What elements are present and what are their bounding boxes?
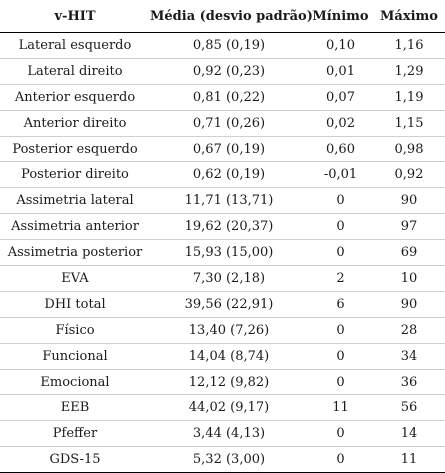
- mean-sd-cell: 0,92 (0,23): [150, 57, 308, 85]
- table-row: Físico 13,40 (7,26) 0 28: [0, 316, 445, 344]
- table-row: Assimetria lateral 11,71 (13,71) 0 90: [0, 187, 445, 214]
- minimum-cell: -0,01: [308, 161, 373, 188]
- row-label: Assimetria lateral: [0, 187, 150, 214]
- row-label: Posterior esquerdo: [0, 135, 150, 162]
- maximum-cell: 1,29: [373, 57, 445, 85]
- row-label: Assimetria posterior: [0, 239, 150, 266]
- maximum-cell: 0,92: [373, 161, 445, 188]
- minimum-cell: 0: [308, 239, 373, 266]
- row-label: DHI total: [0, 290, 150, 318]
- row-label: EEB: [0, 394, 150, 421]
- maximum-cell: 56: [373, 394, 445, 421]
- table-row: GDS-15 5,32 (3,00) 0 11: [0, 446, 445, 473]
- header-vhit: v-HIT: [0, 0, 150, 33]
- table-row: Posterior direito 0,62 (0,19) -0,01 0,92: [0, 161, 445, 188]
- minimum-cell: 0,07: [308, 83, 373, 111]
- mean-sd-cell: 0,85 (0,19): [192, 37, 266, 53]
- mean-sd-cell: 3,44 (4,13): [150, 420, 308, 447]
- maximum-cell: 90: [373, 187, 445, 214]
- table-row: Pfeffer 3,44 (4,13) 0 14: [0, 420, 445, 447]
- maximum-cell: 36: [373, 368, 445, 395]
- mean-sd-cell: 15,93 (15,00): [150, 239, 308, 266]
- maximum-cell: 90: [373, 290, 445, 318]
- maximum-cell: 1,15: [373, 109, 445, 137]
- table-row: Assimetria anterior 19,62 (20,37) 0 97: [0, 213, 445, 240]
- mean-sd-cell: 0,71 (0,26): [150, 109, 308, 137]
- table-row: Posterior esquerdo 0,67 (0,19) 0,60 0,98: [0, 135, 445, 162]
- mean-sd-cell: 39,56 (22,91): [150, 290, 308, 318]
- row-label: Anterior esquerdo: [0, 83, 150, 111]
- table-row: Emocional 12,12 (9,82) 0 36: [0, 368, 445, 395]
- mean-sd-cell: 0,67 (0,19): [150, 135, 308, 162]
- table-row: Assimetria posterior 15,93 (15,00) 0 69: [0, 239, 445, 266]
- table-row: EVA 7,30 (2,18) 2 10: [0, 265, 445, 292]
- table-row: EEB 44,02 (9,17) 11 56: [0, 394, 445, 421]
- minimum-cell: 6: [308, 290, 373, 318]
- row-label: Físico: [0, 316, 150, 344]
- maximum-cell: 10: [373, 265, 445, 292]
- mean-sd-cell: 0,62 (0,19): [150, 161, 308, 188]
- mean-sd-cell: 0,81 (0,22): [150, 83, 308, 111]
- maximum-cell: 28: [373, 316, 445, 344]
- maximum-cell: 34: [373, 342, 445, 370]
- table-body: Lateral esquerdo 0,85 (0,19) 0,10 1,16 Later…: [0, 33, 445, 473]
- table-row: Anterior direito 0,71 (0,26) 0,02 1,15: [0, 109, 445, 137]
- mean-sd-cell: 19,62 (20,37): [150, 213, 308, 240]
- mean-sd-cell: 5,32 (3,00): [150, 446, 308, 473]
- header-minimum: Mínimo: [308, 0, 373, 33]
- mean-sd-cell: 12,12 (9,82): [150, 368, 308, 395]
- table-row: Lateral esquerdo 0,85 (0,19) 0,10 1,16: [0, 33, 445, 59]
- row-label: Lateral direito: [0, 57, 150, 85]
- row-label: EVA: [0, 265, 150, 292]
- maximum-cell: 11: [373, 446, 445, 473]
- minimum-cell: 11: [308, 394, 373, 421]
- mean-sd-cell: 7,30 (2,18): [150, 265, 308, 292]
- row-label: Posterior direito: [0, 161, 150, 188]
- table-row: Anterior esquerdo 0,81 (0,22) 0,07 1,19: [0, 83, 445, 111]
- table-header-row: v-HIT Média (desvio padrão) Mínimo Máxim…: [0, 0, 445, 33]
- minimum-cell: 0: [308, 342, 373, 370]
- minimum-cell: 0: [308, 368, 373, 395]
- minimum-cell: 0: [308, 420, 373, 447]
- maximum-cell: 97: [373, 213, 445, 240]
- mean-sd-cell: 14,04 (8,74): [150, 342, 308, 370]
- table-row: Funcional 14,04 (8,74) 0 34: [0, 342, 445, 370]
- maximum-cell: 14: [373, 420, 445, 447]
- minimum-cell: 0,10: [326, 37, 355, 53]
- minimum-cell: 0,02: [308, 109, 373, 137]
- mean-sd-cell: 13,40 (7,26): [150, 316, 308, 344]
- maximum-cell: 69: [373, 239, 445, 266]
- maximum-cell: 1,16: [394, 37, 424, 53]
- mean-sd-cell: 44,02 (9,17): [150, 394, 308, 421]
- minimum-cell: 0: [308, 446, 373, 473]
- table-row: DHI total 39,56 (22,91) 6 90: [0, 290, 445, 318]
- minimum-cell: 0: [308, 213, 373, 240]
- row-label: Assimetria anterior: [0, 213, 150, 240]
- minimum-cell: 0: [308, 187, 373, 214]
- maximum-cell: 1,19: [373, 83, 445, 111]
- row-label: Pfeffer: [0, 420, 150, 447]
- minimum-cell: 2: [308, 265, 373, 292]
- maximum-cell: 0,98: [373, 135, 445, 162]
- minimum-cell: 0,60: [308, 135, 373, 162]
- row-label: GDS-15: [0, 446, 150, 473]
- minimum-cell: 0: [308, 316, 373, 344]
- header-maximum: Máximo: [373, 0, 445, 33]
- table-row: Lateral direito 0,92 (0,23) 0,01 1,29: [0, 57, 445, 85]
- row-label: Anterior direito: [0, 109, 150, 137]
- row-label: Lateral esquerdo: [18, 37, 132, 53]
- row-label: Funcional: [0, 342, 150, 370]
- minimum-cell: 0,01: [308, 57, 373, 85]
- mean-sd-cell: 11,71 (13,71): [150, 187, 308, 214]
- row-label: Emocional: [0, 368, 150, 395]
- header-mean-sd: Média (desvio padrão): [150, 0, 313, 33]
